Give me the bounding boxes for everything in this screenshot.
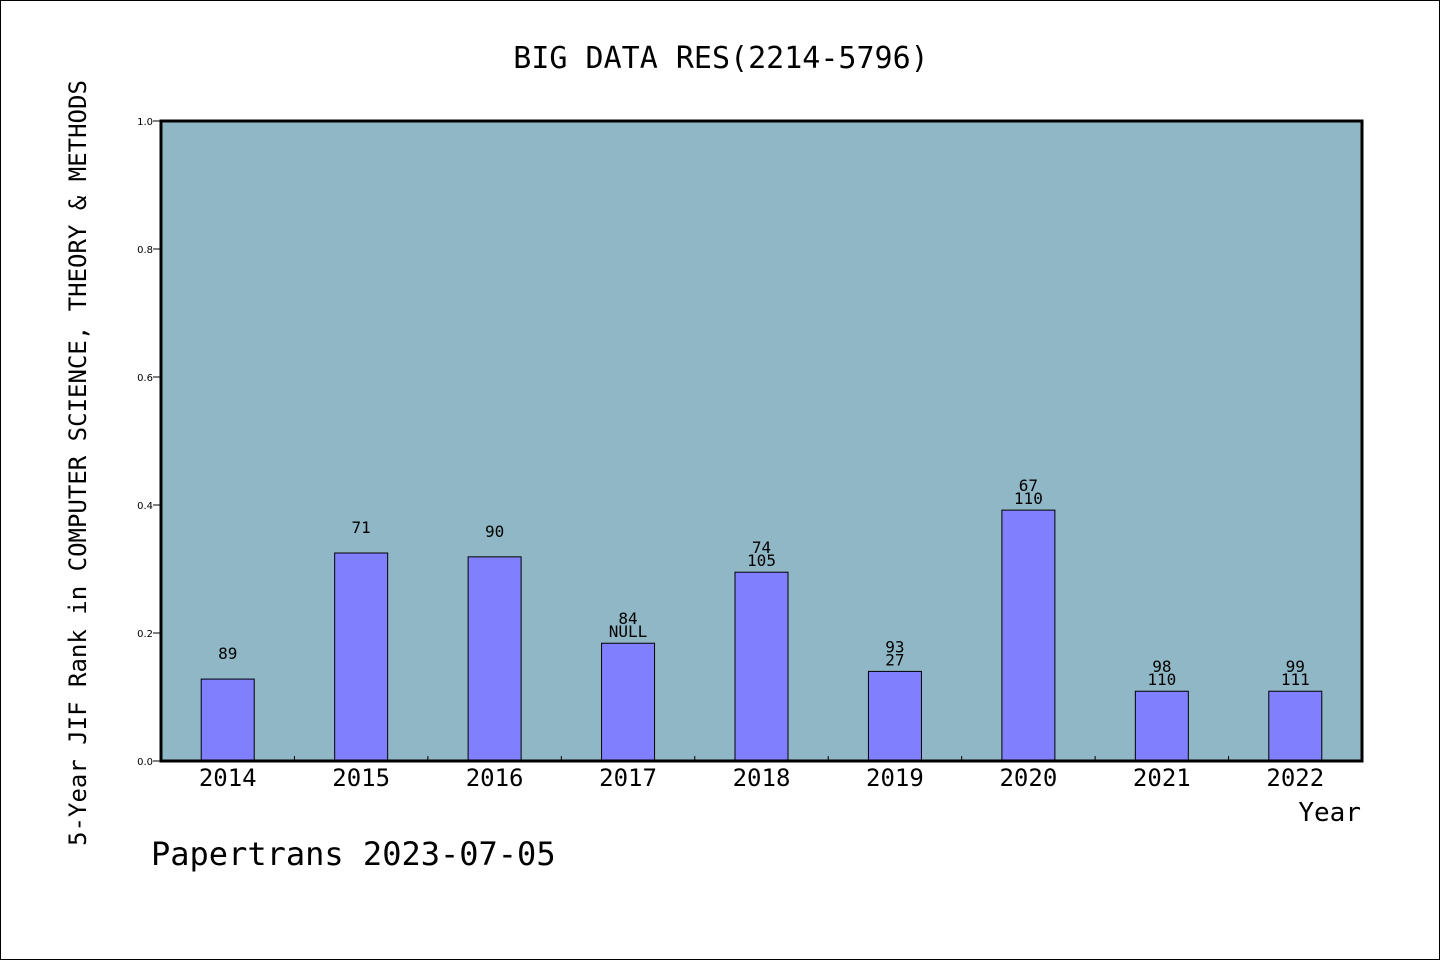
- bar-2017: [601, 642, 656, 762]
- bar-label-bottom: NULL: [609, 622, 648, 641]
- x-tick-label: 2019: [866, 764, 924, 792]
- bar-2020: [1001, 509, 1056, 762]
- y-tick-label: 0.6: [137, 373, 153, 384]
- bar-label-top: 89: [218, 644, 237, 663]
- bars-group: [200, 509, 1323, 762]
- bar-label-top: 67: [1019, 476, 1038, 495]
- bar-label-top: 71: [352, 518, 371, 537]
- x-axis: 2014 2015 2016 2017 2018 2019 2020 2021 2022: [199, 756, 1324, 792]
- bar-2022: [1268, 690, 1323, 762]
- x-tick-label: 2016: [466, 764, 524, 792]
- chart-title: BIG DATA RES(2214-5796): [513, 41, 928, 76]
- bar-label-bottom: 110: [1014, 489, 1043, 508]
- bar-label-top: 93: [885, 637, 904, 656]
- y-tick-label: 1.0: [137, 117, 153, 128]
- x-axis-label: Year: [1298, 798, 1361, 828]
- x-tick-label: 2022: [1266, 764, 1324, 792]
- bar-label-top: 90: [485, 522, 504, 541]
- bar-2018: [734, 571, 789, 762]
- bar-label-top: 98: [1152, 657, 1171, 676]
- x-tick-label: 2018: [733, 764, 791, 792]
- y-axis-label: 5-Year JIF Rank in COMPUTER SCIENCE, THE…: [64, 80, 92, 846]
- y-tick-label: 0.8: [137, 245, 153, 256]
- x-tick-label: 2017: [599, 764, 657, 792]
- bar-label-top: 74: [752, 538, 771, 557]
- plot-border: [159, 119, 1364, 763]
- bar-2015: [334, 552, 389, 762]
- bar-label-top: 84: [618, 609, 637, 628]
- source-footer: Papertrans 2023-07-05: [151, 835, 556, 873]
- y-axis: 0.0 0.2 0.4 0.6 0.8 1.0: [137, 117, 161, 768]
- bar-label-bottom: 110: [1147, 670, 1176, 689]
- x-tick-label: 2015: [332, 764, 390, 792]
- bar-2016: [467, 556, 522, 762]
- x-tick-label: 2014: [199, 764, 257, 792]
- bar-label-bottom: 111: [1281, 670, 1310, 689]
- y-tick-label: 0.2: [137, 629, 153, 640]
- bar-label-top: 99: [1286, 657, 1305, 676]
- y-tick-label: 0.4: [137, 501, 153, 512]
- bar-2014: [200, 678, 255, 762]
- bar-label-bottom: 105: [747, 551, 776, 570]
- bar-2019: [867, 670, 922, 762]
- x-tick-label: 2020: [999, 764, 1057, 792]
- x-tick-label: 2021: [1133, 764, 1191, 792]
- bar-2021: [1134, 690, 1189, 762]
- bar-label-bottom: 27: [885, 650, 904, 669]
- y-tick-label: 0.0: [137, 757, 153, 768]
